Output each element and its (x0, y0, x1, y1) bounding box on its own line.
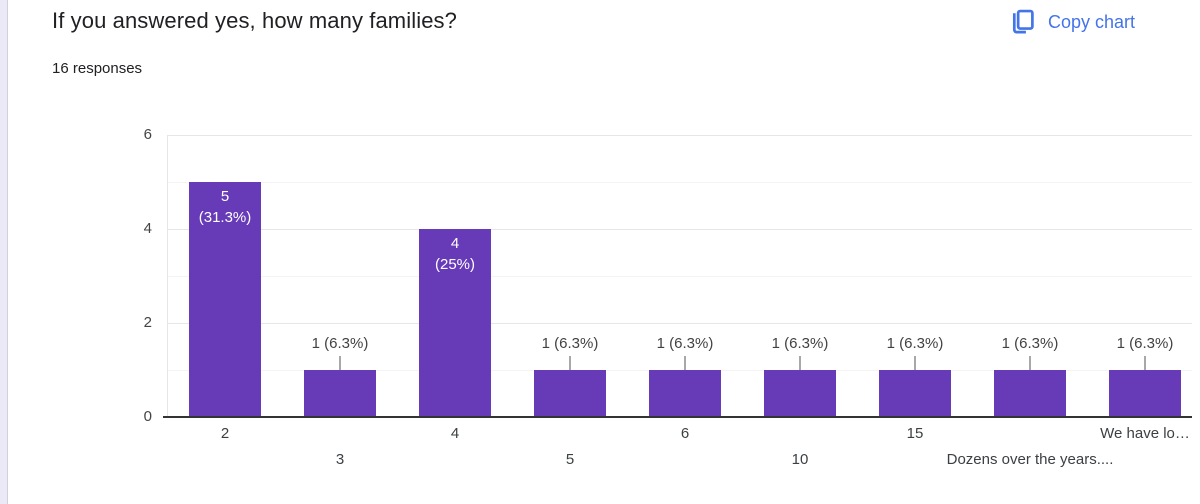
bar[interactable] (189, 182, 261, 417)
bar-value-label: 1 (6.3%) (1116, 335, 1174, 352)
copy-chart-label: Copy chart (1048, 11, 1136, 32)
bar[interactable] (1109, 370, 1181, 417)
x-axis-category-label: 15 (906, 425, 924, 442)
bar-value-label: 1 (6.3%) (886, 335, 944, 352)
bar-value-label: 1 (6.3%) (311, 335, 369, 352)
annotation-stem (684, 356, 686, 370)
gridline (167, 182, 1192, 183)
bar[interactable] (304, 370, 376, 417)
annotation-stem (569, 356, 571, 370)
x-axis-category-label: 4 (450, 425, 460, 442)
bar-value-label: 4 (25%) (434, 235, 475, 273)
bar-value-label: 1 (6.3%) (541, 335, 599, 352)
x-axis-category-label: 5 (565, 451, 575, 468)
gridline (167, 135, 1192, 136)
bar[interactable] (649, 370, 721, 417)
bar[interactable] (534, 370, 606, 417)
bar[interactable] (879, 370, 951, 417)
bar-value-label: 1 (6.3%) (656, 335, 714, 352)
question-title: If you answered yes, how many families? (52, 8, 457, 33)
y-axis-tick-label: 4 (143, 220, 152, 237)
copy-icon (1012, 9, 1034, 34)
bar-value-label: 1 (6.3%) (1001, 335, 1059, 352)
y-axis-tick-label: 0 (143, 408, 152, 425)
annotation-stem (339, 356, 341, 370)
annotation-stem (1029, 356, 1031, 370)
page-background-edge (0, 0, 8, 504)
bar[interactable] (764, 370, 836, 417)
gridline (167, 323, 1192, 324)
copy-chart-button[interactable]: Copy chart (1002, 4, 1141, 40)
bar[interactable] (419, 229, 491, 417)
bar[interactable] (994, 370, 1066, 417)
bar-value-label: 1 (6.3%) (771, 335, 829, 352)
bar-value-label: 5 (31.3%) (198, 188, 252, 226)
x-axis-category-label: 10 (791, 451, 809, 468)
annotation-stem (1144, 356, 1146, 370)
x-axis-baseline (163, 416, 1192, 418)
annotation-stem (799, 356, 801, 370)
x-axis-category-label: 2 (220, 425, 230, 442)
y-axis-tick-label: 2 (143, 314, 152, 331)
annotation-stem (914, 356, 916, 370)
x-axis-category-label: We have lo… (1100, 425, 1190, 442)
x-axis-category-label: 3 (335, 451, 345, 468)
gridline (167, 229, 1192, 230)
y-axis-line (167, 135, 168, 417)
response-count: 16 responses (52, 60, 143, 77)
x-axis-category-label: Dozens over the years.... (946, 451, 1114, 468)
gridline (167, 276, 1192, 277)
y-axis-tick-label: 6 (143, 126, 152, 143)
x-axis-category-label: 6 (680, 425, 690, 442)
